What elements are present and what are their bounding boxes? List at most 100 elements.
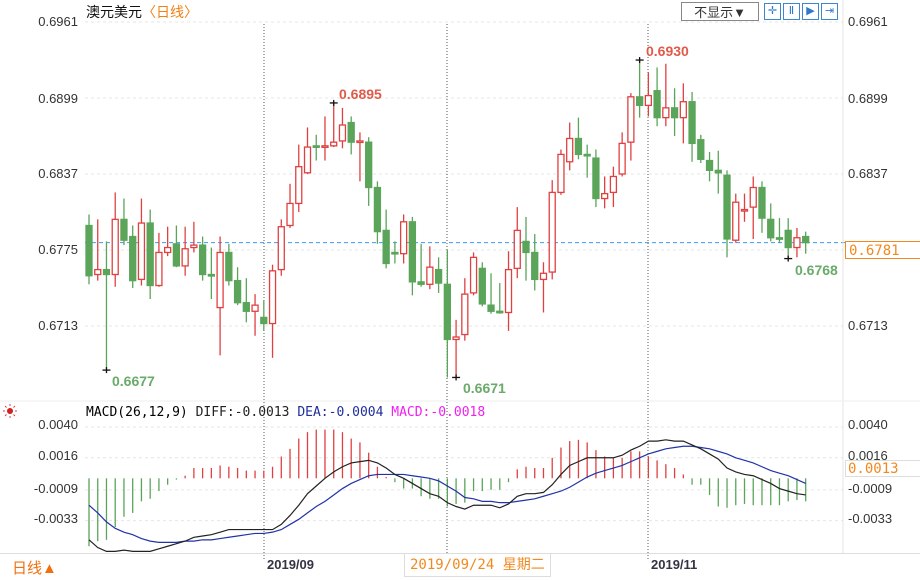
candle-body	[207, 273, 216, 277]
candle-up	[679, 83, 687, 144]
candle-up	[749, 176, 757, 239]
price-tick-right: 0.6713	[848, 318, 888, 333]
candle-body	[522, 240, 530, 254]
candle-body	[85, 224, 93, 277]
candle-body	[749, 186, 757, 208]
period-selector[interactable]: 日线▲	[12, 560, 57, 577]
candle-body	[574, 137, 583, 156]
low-label: 0.6768	[795, 262, 838, 278]
candle-body	[478, 267, 486, 305]
candle-down	[784, 218, 792, 259]
zoom-range-icon[interactable]: Ⅱ	[783, 3, 800, 20]
price-tick-left: 0.6899	[38, 91, 78, 106]
candle-up	[155, 232, 163, 287]
candle-down	[434, 257, 443, 293]
candle-down	[417, 243, 425, 287]
candle-body	[531, 251, 539, 281]
candle-up	[609, 166, 618, 208]
price-tick-right: 0.6899	[848, 91, 888, 106]
candle-up	[399, 214, 408, 264]
candle-up	[452, 319, 460, 378]
candle-up	[566, 122, 574, 171]
candle-body	[548, 191, 556, 273]
candle-down	[802, 231, 810, 254]
candle-body	[662, 107, 670, 119]
candle-up	[137, 198, 146, 286]
candle-down	[347, 116, 355, 155]
candle-up	[164, 226, 172, 257]
candle-down	[705, 151, 714, 182]
candle-body	[504, 268, 513, 314]
candle-up	[426, 246, 434, 290]
candle-body	[644, 94, 653, 107]
candle-up	[268, 264, 277, 358]
diff-value: DIFF:-0.0013	[195, 405, 290, 420]
macd-legend: MACD(26,12,9) DIFF:-0.0013 DEA:-0.0004 M…	[86, 405, 485, 420]
candle-down	[670, 88, 679, 137]
candle-body	[198, 244, 207, 276]
candle-body	[94, 268, 102, 276]
candle-down	[487, 273, 495, 314]
jump-end-icon[interactable]: ⇥	[821, 3, 838, 20]
candle-down	[635, 60, 644, 118]
price-tick-left: 0.6713	[38, 318, 78, 333]
candle-up	[513, 207, 521, 279]
macd-tick-right: 0.0040	[848, 417, 888, 432]
chart-title: 澳元美元〈日线〉	[86, 2, 198, 22]
candle-body	[461, 293, 469, 336]
candle-body	[740, 208, 749, 212]
candle-down	[714, 150, 722, 194]
candle-down	[592, 149, 600, 208]
hide-dropdown[interactable]: 不显示▼	[681, 2, 759, 21]
candle-body	[434, 268, 443, 284]
crosshair-icon[interactable]: ✛	[764, 3, 781, 20]
candles	[85, 60, 810, 378]
candle-up	[732, 193, 740, 243]
candle-down	[653, 67, 661, 127]
candle-down	[767, 203, 775, 242]
candle-body	[233, 279, 242, 304]
candle-body	[373, 186, 382, 233]
candle-body	[129, 235, 137, 282]
candle-up	[277, 219, 285, 276]
candle-body	[679, 101, 687, 119]
candle-down	[583, 144, 591, 178]
candle-down	[478, 262, 486, 307]
candle-body	[557, 153, 565, 194]
candle-body	[417, 281, 425, 285]
candle-body	[321, 145, 329, 148]
current-macd-label: 0.0013	[845, 460, 920, 477]
candle-down	[207, 247, 216, 300]
candle-body	[469, 256, 478, 294]
candle-body	[277, 226, 285, 271]
candle-up	[330, 102, 338, 148]
candle-body	[487, 304, 495, 312]
candle-body	[539, 272, 548, 281]
high-label: 0.6930	[646, 43, 689, 59]
candle-down	[233, 267, 242, 306]
candle-body	[452, 336, 460, 341]
indicator-settings-icon[interactable]	[3, 404, 17, 418]
candle-body	[382, 229, 390, 265]
candle-down	[102, 241, 111, 371]
play-step-icon[interactable]: ▶	[802, 3, 819, 20]
candle-up	[539, 262, 548, 313]
candle-body	[164, 246, 172, 254]
price-tick-left: 0.6775	[38, 242, 78, 257]
candle-body	[155, 251, 163, 287]
candle-down	[697, 134, 705, 163]
candle-body	[784, 229, 792, 249]
candle-up	[321, 116, 329, 161]
candle-body	[758, 186, 766, 219]
candle-up	[740, 193, 749, 222]
candle-body	[688, 101, 696, 145]
candle-up	[662, 63, 670, 127]
candle-body	[242, 302, 250, 312]
candle-up	[181, 226, 189, 276]
candle-down	[531, 234, 539, 291]
candle-down	[496, 283, 504, 314]
candle-body	[347, 121, 355, 143]
candle-body	[137, 222, 146, 281]
candle-down	[312, 134, 320, 161]
